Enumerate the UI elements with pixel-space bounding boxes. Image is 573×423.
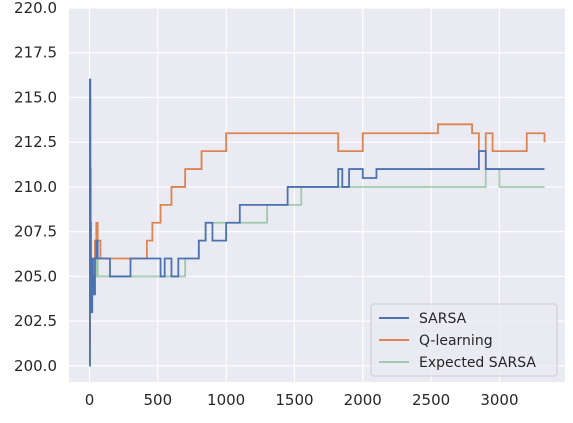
y-tick-label: 212.5 [14, 133, 57, 151]
y-tick-label: 200.0 [14, 357, 57, 375]
y-tick-label: 202.5 [14, 312, 57, 330]
y-tick-label: 217.5 [14, 44, 57, 62]
x-tick-label: 1000 [207, 391, 245, 409]
y-tick-label: 215.0 [14, 88, 57, 106]
legend-box [370, 303, 558, 377]
y-axis-ticks: 200.0 202.5 205.0 207.5 210.0 212.5 215.0 217.5… [14, 0, 57, 375]
x-tick-label: 0 [85, 391, 95, 409]
y-tick-label: 207.5 [14, 223, 57, 241]
x-tick-label: 500 [143, 391, 172, 409]
x-tick-label: 1500 [275, 391, 313, 409]
y-tick-label: 210.0 [14, 178, 57, 196]
x-axis-ticks: 0 500 1000 1500 2000 2500 3000 [85, 391, 519, 409]
y-tick-label: 205.0 [14, 267, 57, 285]
x-tick-label: 3000 [480, 391, 518, 409]
series-line-sarsa [89, 78, 545, 367]
series-lines [89, 78, 546, 367]
legend-label-sarsa: SARSA [419, 311, 467, 327]
x-tick-label: 2000 [344, 391, 382, 409]
x-tick-label: 2500 [412, 391, 450, 409]
y-tick-label: 220.0 [14, 0, 57, 17]
legend-label-expected-sarsa: Expected SARSA [419, 355, 536, 371]
legend-label-q-learning: Q-learning [419, 333, 493, 349]
legend: SARSA Q-learning Expected SARSA [370, 303, 558, 377]
